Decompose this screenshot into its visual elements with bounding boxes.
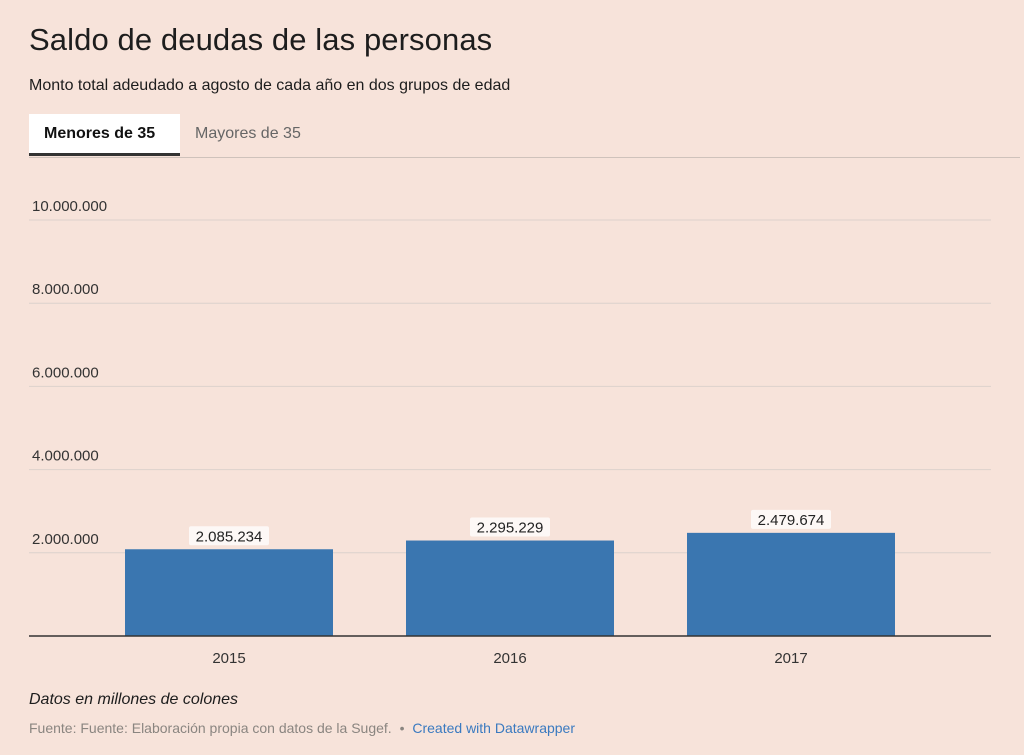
tab-mayores-de-35[interactable]: Mayores de 35 [195,125,301,142]
bar [406,540,614,636]
y-tick-label: 4.000.000 [32,448,99,465]
value-label: 2.295.229 [477,520,544,537]
y-tick-label: 2.000.000 [32,531,99,548]
y-tick-label: 8.000.000 [32,281,99,298]
footer-separator: • [399,720,405,736]
y-tick-label: 10.000.000 [32,198,107,215]
bar [687,532,895,636]
chart-title: Saldo de deudas de las personas [29,22,493,57]
tab-bar: Menores de 35 Mayores de 35 [29,114,1020,158]
value-label-bg [189,526,269,546]
bar-chart: 2.000.000 4.000.000 6.000.000 8.000.000 10.0… [29,198,991,667]
value-label-bg [751,509,831,529]
chart-subtitle: Monto total adeudado a agosto de cada añ… [29,77,511,94]
y-tick-label: 6.000.000 [32,364,99,381]
tab-menores-de-35[interactable]: Menores de 35 [29,114,180,156]
x-tick-label: 2016 [493,650,526,667]
value-label: 2.479.674 [758,512,825,529]
x-tick-label: 2015 [212,650,245,667]
value-label: 2.085.234 [196,528,263,545]
x-tick-label: 2017 [774,650,807,667]
source-text: Fuente: Fuente: Elaboración propia con d… [29,720,392,736]
value-label-bg [470,517,550,537]
bar [125,549,333,636]
footer: Fuente: Fuente: Elaboración propia con d… [29,720,575,736]
units-note: Datos en millones de colones [29,691,239,708]
datawrapper-link[interactable]: Created with Datawrapper [412,720,576,736]
